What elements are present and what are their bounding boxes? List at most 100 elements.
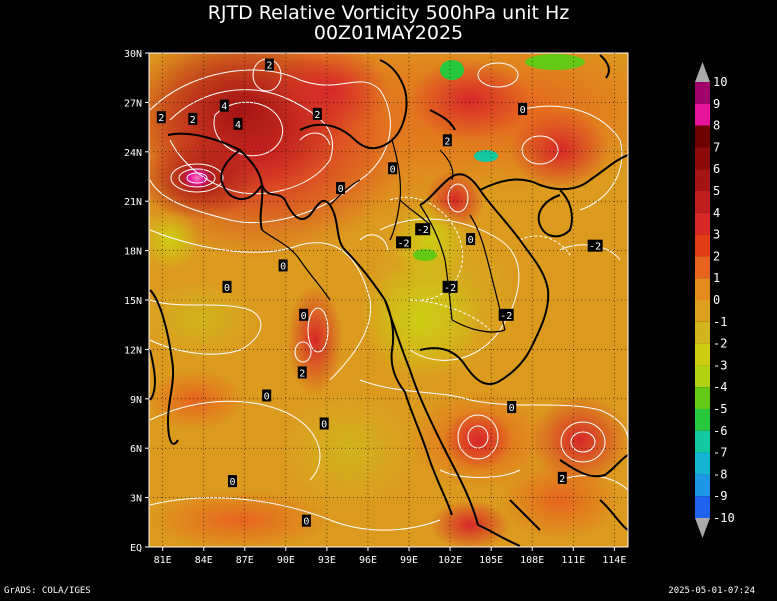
colorbar-level-label: 10 bbox=[713, 75, 727, 89]
contour-label-box bbox=[262, 389, 272, 402]
lat-tick-label: 21N bbox=[124, 197, 142, 208]
lat-tick-label: 6N bbox=[130, 444, 142, 455]
colorbar-level-label: -7 bbox=[713, 446, 727, 460]
contour-label: 4 bbox=[221, 102, 227, 113]
colorbar-level-label: -10 bbox=[713, 511, 735, 525]
colorbar-level-label: -8 bbox=[713, 467, 727, 481]
contour-label: 2 bbox=[158, 113, 164, 124]
colorbar-swatch bbox=[695, 343, 710, 366]
colorbar-level-label: -3 bbox=[713, 358, 727, 372]
negative-contours bbox=[389, 196, 571, 331]
contour-label-box bbox=[156, 111, 166, 124]
colorbar-level-label: 0 bbox=[713, 293, 720, 307]
lon-tick-label: 93E bbox=[318, 555, 336, 566]
contour-label: 0 bbox=[520, 105, 526, 116]
colorbar-swatch bbox=[695, 278, 710, 300]
colorbar-down-arrow bbox=[695, 518, 710, 538]
contour-label: 0 bbox=[509, 403, 515, 414]
colorbar-swatch bbox=[695, 409, 710, 431]
lon-tick-label: 108E bbox=[520, 555, 544, 566]
colorbar-swatch bbox=[695, 212, 710, 235]
lon-tick-label: 81E bbox=[154, 555, 172, 566]
colorbar-swatch bbox=[695, 125, 710, 148]
colorbar-up-arrow bbox=[695, 62, 710, 82]
lat-tick-label: 24N bbox=[124, 148, 142, 159]
lon-tick-label: 102E bbox=[438, 555, 462, 566]
lat-tick-label: EQ bbox=[130, 543, 142, 554]
colorbar-level-label: 5 bbox=[713, 184, 720, 198]
contour-label: 0 bbox=[229, 477, 235, 488]
contour-label: 0 bbox=[468, 235, 474, 246]
lat-tick-label: 30N bbox=[124, 49, 142, 60]
contour-label: -2 bbox=[500, 311, 512, 322]
contour-label: 0 bbox=[338, 184, 344, 195]
contour-label-box bbox=[297, 366, 307, 379]
contour-label-box bbox=[299, 308, 309, 321]
colorbar-swatch bbox=[695, 82, 710, 104]
contour-label: 2 bbox=[559, 474, 565, 485]
colorbar-swatch bbox=[695, 234, 710, 257]
colorbar-swatch bbox=[695, 169, 710, 191]
colorbar-level-label: 7 bbox=[713, 140, 720, 154]
contour-label: 2 bbox=[314, 110, 320, 121]
contour-label: 0 bbox=[390, 164, 396, 175]
contour-label-box bbox=[518, 102, 528, 115]
colorbar-swatch bbox=[695, 300, 710, 322]
colorbar-swatch bbox=[695, 256, 710, 279]
colorbar-level-label: -2 bbox=[713, 337, 727, 351]
lat-tick-label: 12N bbox=[124, 345, 142, 356]
footer-credit: GrADS: COLA/IGES bbox=[4, 586, 91, 596]
colorbar-swatch bbox=[695, 365, 710, 388]
colorbar-level-label: -9 bbox=[713, 489, 727, 503]
contour-label-box bbox=[415, 223, 431, 236]
contour-label: 0 bbox=[321, 420, 327, 431]
contour-label: -2 bbox=[417, 225, 429, 236]
contour-label-box bbox=[219, 99, 229, 112]
contour-label-box bbox=[442, 280, 458, 293]
contour-label-box bbox=[336, 182, 346, 195]
contour-label-box bbox=[388, 162, 398, 175]
contour-label-box bbox=[466, 233, 476, 246]
map-title: RJTD Relative Vorticity 500hPa unit Hz bbox=[207, 2, 570, 24]
contour-label-box bbox=[227, 475, 237, 488]
colorbar-level-label: -1 bbox=[713, 315, 727, 329]
lon-tick-label: 105E bbox=[479, 555, 503, 566]
contour-label-box bbox=[557, 471, 567, 484]
colorbar-swatch bbox=[695, 387, 710, 409]
contour-label: -2 bbox=[589, 242, 601, 253]
contour-label: 0 bbox=[301, 311, 307, 322]
lon-tick-label: 90E bbox=[277, 555, 295, 566]
map-subtitle: 00Z01MAY2025 bbox=[313, 22, 464, 44]
plot-area bbox=[149, 53, 628, 547]
contour-label-box bbox=[188, 112, 198, 125]
coastlines bbox=[149, 54, 628, 547]
lon-tick-label: 114E bbox=[602, 555, 626, 566]
contour-label: 0 bbox=[224, 283, 230, 294]
colorbar-level-label: 2 bbox=[713, 249, 720, 263]
lat-tick-label: 9N bbox=[130, 395, 142, 406]
colorbar-level-label: -4 bbox=[713, 380, 727, 394]
contour-label-box bbox=[264, 58, 274, 71]
contour-label-box bbox=[442, 134, 452, 147]
contour-label-box bbox=[233, 117, 243, 130]
contour-label: 4 bbox=[235, 120, 241, 131]
colorbar-swatch bbox=[695, 474, 710, 497]
contour-label-box bbox=[319, 417, 329, 430]
lon-tick-label: 111E bbox=[561, 555, 585, 566]
axis-ticks: 81E 84E 87E 90E 93E 96E 99E 102E 105E 108E 111E 114… bbox=[124, 49, 626, 566]
colorbar-swatch bbox=[695, 321, 710, 344]
colorbar-swatch bbox=[695, 452, 710, 475]
contour-lines bbox=[149, 58, 628, 531]
contour-label-box bbox=[312, 107, 322, 120]
contour-label: -2 bbox=[444, 283, 456, 294]
contour-label: 2 bbox=[266, 61, 272, 72]
contour-label-box bbox=[396, 236, 412, 249]
lat-tick-label: 27N bbox=[124, 98, 142, 109]
lon-tick-label: 99E bbox=[400, 555, 418, 566]
colorbar-swatch bbox=[695, 496, 710, 518]
colorbar-level-label: 6 bbox=[713, 162, 720, 176]
lon-tick-label: 96E bbox=[359, 555, 377, 566]
